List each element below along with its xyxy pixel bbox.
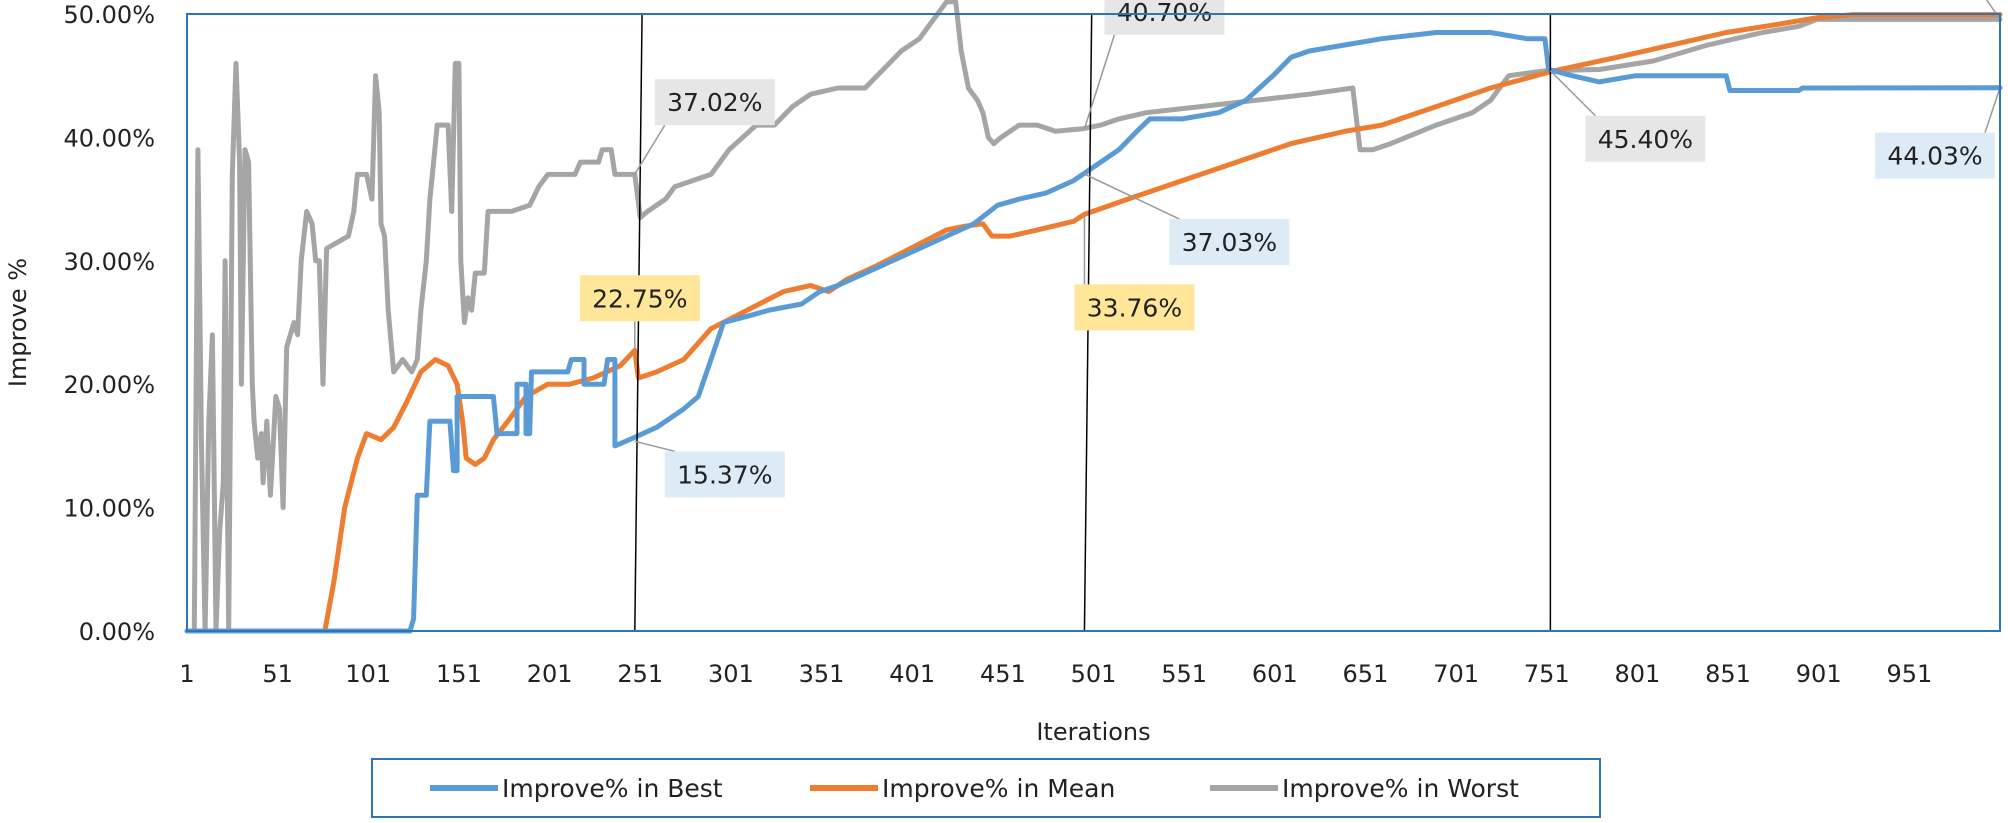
x-tick-label: 951	[1886, 660, 1932, 688]
x-tick-label: 151	[436, 660, 482, 688]
callout-label: 44.03%	[1887, 142, 1982, 171]
callout-leader	[634, 124, 666, 175]
callout-box	[1875, 132, 1995, 179]
series-line-improve-in-worst	[184, 0, 2003, 634]
x-tick-label: 551	[1161, 660, 1207, 688]
callout-leader	[1984, 87, 2001, 133]
callout-box	[1585, 115, 1706, 162]
callout-label: 37.02%	[667, 88, 762, 117]
y-tick-label: 40.00%	[63, 124, 155, 152]
plot-border	[186, 13, 2001, 632]
callout-box	[1074, 284, 1195, 331]
callout-label: 22.75%	[592, 284, 687, 313]
callouts: 37.02%22.75%15.37%40.70%37.03%33.76%45.4…	[579, 0, 2001, 498]
callout-leader	[1083, 34, 1116, 129]
callout-leader	[1549, 70, 1596, 117]
x-axis-label: Iterations	[1036, 718, 1150, 746]
x-tick-label: 451	[980, 660, 1026, 688]
x-tick-label: 501	[1071, 660, 1117, 688]
callout-leader	[634, 440, 675, 453]
legend-label: Improve% in Mean	[882, 774, 1115, 803]
series-line-improve-in-mean	[184, 12, 2003, 634]
x-tick-label: 301	[708, 660, 754, 688]
callout-box	[664, 451, 785, 498]
y-tick-label: 0.00%	[79, 618, 155, 646]
vertical-divider	[634, 13, 643, 632]
x-tick-label: 851	[1705, 660, 1751, 688]
callout-label: 37.03%	[1182, 228, 1277, 257]
x-tick-label: 101	[345, 660, 391, 688]
x-tick-label: 401	[889, 660, 935, 688]
y-tick-label: 30.00%	[63, 248, 155, 276]
x-tick-label: 351	[799, 660, 845, 688]
x-tick-label: 1	[179, 660, 194, 688]
y-tick-label: 10.00%	[63, 495, 155, 523]
callout-box	[1104, 0, 1225, 35]
x-axis: 1 51 101 151 201 251 301 351 401 451 501 551 601 651 7…	[179, 660, 1932, 688]
x-tick-label: 651	[1343, 660, 1389, 688]
y-axis-label: Improve %	[4, 258, 32, 387]
callout-box	[1169, 219, 1290, 266]
x-tick-label: 251	[617, 660, 663, 688]
legend: Improve% in Best Improve% in Mean Improve%…	[371, 758, 1601, 818]
x-tick-label: 701	[1433, 660, 1479, 688]
x-tick-label: 601	[1252, 660, 1298, 688]
callout-box	[654, 79, 775, 126]
y-axis: 0.00% 10.00% 20.00% 30.00% 40.00% 50.00%	[63, 1, 155, 646]
legend-box	[371, 758, 1601, 818]
callout-leader	[1985, 0, 2001, 20]
x-tick-label: 201	[527, 660, 573, 688]
x-tick-label: 751	[1524, 660, 1570, 688]
callout-label: 33.76%	[1087, 293, 1182, 322]
x-tick-label: 901	[1796, 660, 1842, 688]
y-tick-label: 20.00%	[63, 371, 155, 399]
x-tick-label: 801	[1614, 660, 1660, 688]
callout-label: 45.40%	[1598, 125, 1693, 154]
callout-label: 15.37%	[677, 460, 772, 489]
x-tick-label: 51	[262, 660, 293, 688]
callout-box	[579, 275, 700, 322]
series-layer	[184, 0, 2003, 634]
callout-leader	[1084, 173, 1180, 220]
legend-label: Improve% in Best	[502, 774, 723, 803]
y-tick-label: 50.00%	[63, 1, 155, 29]
series-line-improve-in-best	[184, 30, 2003, 634]
legend-label: Improve% in Worst	[1282, 774, 1519, 803]
